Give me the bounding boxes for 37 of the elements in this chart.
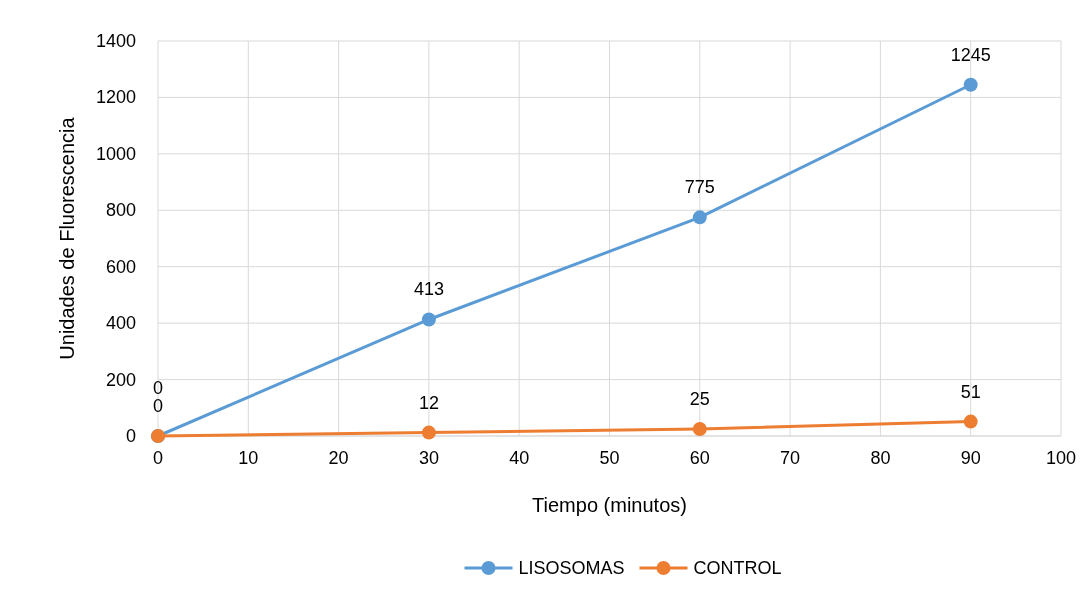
x-axis-title: Tiempo (minutos): [532, 494, 687, 516]
data-label: 25: [689, 388, 710, 409]
x-tick-label: 70: [780, 448, 801, 468]
data-label: 51: [960, 381, 981, 402]
y-tick-label: 1000: [95, 143, 136, 164]
y-tick-label: 1200: [95, 87, 136, 108]
data-label: 413: [413, 279, 444, 300]
x-tick-label: 20: [328, 448, 349, 468]
point: [963, 414, 978, 429]
data-label: 0: [152, 378, 164, 398]
x-tick-label: 90: [960, 448, 981, 468]
x-tick-label: 30: [418, 448, 439, 468]
y-tick-label: 400: [105, 313, 136, 334]
legend-label: CONTROL: [693, 558, 782, 578]
point: [692, 421, 707, 436]
data-label: 12: [418, 392, 439, 413]
x-tick-label: 100: [1045, 448, 1077, 468]
point: [692, 210, 707, 225]
y-tick-label: 800: [105, 200, 136, 221]
point: [421, 425, 436, 440]
x-tick-label: 0: [152, 448, 164, 468]
data-label: 1245: [950, 44, 991, 65]
y-tick-label: 600: [105, 256, 136, 277]
data-label: 775: [684, 177, 715, 198]
data-label: 0: [152, 396, 164, 416]
y-axis-title: Unidades de Fluorescencia: [56, 116, 78, 360]
x-tick-label: 60: [689, 448, 710, 468]
x-tick-label: 40: [509, 448, 530, 468]
y-tick-label: 1400: [95, 31, 136, 51]
y-tick-label: 0: [125, 426, 136, 446]
legend-label: LISOSOMAS: [518, 558, 625, 578]
y-tick-label: 200: [105, 369, 136, 390]
point: [963, 77, 978, 92]
x-tick-label: 80: [870, 448, 891, 468]
x-tick-label: 50: [599, 448, 620, 468]
point: [421, 312, 436, 327]
x-tick-label: 10: [238, 448, 259, 468]
